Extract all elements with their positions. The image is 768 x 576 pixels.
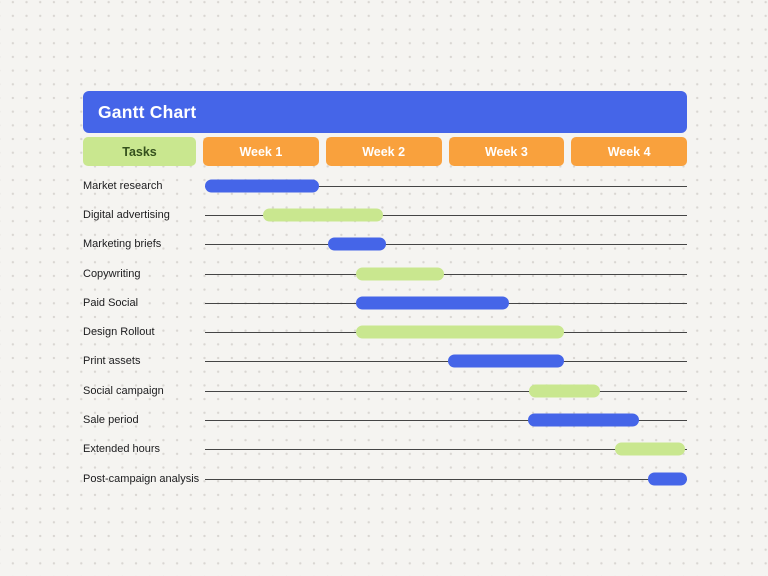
column-header-row: Tasks Week 1 Week 2 Week 3 Week 4 (83, 137, 687, 166)
task-bar[interactable] (529, 384, 601, 398)
task-track (205, 230, 687, 259)
task-label: Social campaign (83, 384, 164, 397)
task-track (205, 435, 687, 464)
task-label: Marketing briefs (83, 238, 162, 251)
task-label: Extended hours (83, 443, 161, 456)
task-row: Social campaign (83, 376, 687, 405)
task-bar[interactable] (327, 237, 386, 251)
gantt-chart-board: Gantt Chart Tasks Week 1 Week 2 Week 3 W… (83, 91, 687, 493)
task-label: Design Rollout (83, 326, 155, 339)
task-row: Design Rollout (83, 317, 687, 346)
track-line (205, 214, 687, 216)
week-3-column-header: Week 3 (448, 137, 565, 166)
track-line (205, 361, 687, 363)
track-line (205, 390, 687, 392)
task-track (205, 464, 687, 493)
task-track (205, 317, 687, 346)
chart-title-bar: Gantt Chart (83, 91, 687, 133)
track-line (205, 449, 687, 451)
task-track (205, 376, 687, 405)
track-line (205, 185, 687, 187)
track-line (205, 478, 687, 480)
task-row: Sale period (83, 405, 687, 434)
task-label: Print assets (83, 355, 141, 368)
task-bar[interactable] (355, 267, 444, 281)
week-2-column-header: Week 2 (325, 137, 442, 166)
task-label: Copywriting (83, 267, 141, 280)
task-label: Market research (83, 179, 163, 192)
task-row: Marketing briefs (83, 230, 687, 259)
chart-title: Gantt Chart (98, 101, 197, 122)
task-row: Post-campaign analysis (83, 464, 687, 493)
task-bar[interactable] (614, 442, 685, 456)
task-bar[interactable] (448, 354, 565, 368)
week-4-column-header: Week 4 (571, 137, 687, 166)
task-bar[interactable] (355, 296, 509, 310)
week-1-column-header: Week 1 (203, 137, 319, 166)
gantt-rows: Market research Digital advertising Mark… (83, 171, 687, 493)
track-line (205, 244, 687, 246)
task-row: Print assets (83, 347, 687, 376)
task-bar[interactable] (205, 179, 320, 193)
task-bar[interactable] (355, 325, 565, 339)
task-label: Post-campaign analysis (83, 472, 200, 485)
task-label: Digital advertising (83, 208, 170, 221)
task-track (205, 288, 687, 317)
task-track (205, 171, 687, 200)
task-row: Market research (83, 171, 687, 200)
task-track (205, 405, 687, 434)
task-track (205, 200, 687, 229)
task-label: Paid Social (83, 296, 139, 309)
track-line (205, 420, 687, 422)
task-bar[interactable] (262, 208, 384, 222)
task-track (205, 259, 687, 288)
task-row: Digital advertising (83, 200, 687, 229)
task-label: Sale period (83, 414, 139, 427)
task-bar[interactable] (527, 413, 639, 427)
task-track (205, 347, 687, 376)
task-row: Extended hours (83, 435, 687, 464)
task-bar[interactable] (648, 472, 687, 486)
task-row: Copywriting (83, 259, 687, 288)
track-line (205, 273, 687, 275)
tasks-column-header: Tasks (83, 137, 196, 166)
task-row: Paid Social (83, 288, 687, 317)
